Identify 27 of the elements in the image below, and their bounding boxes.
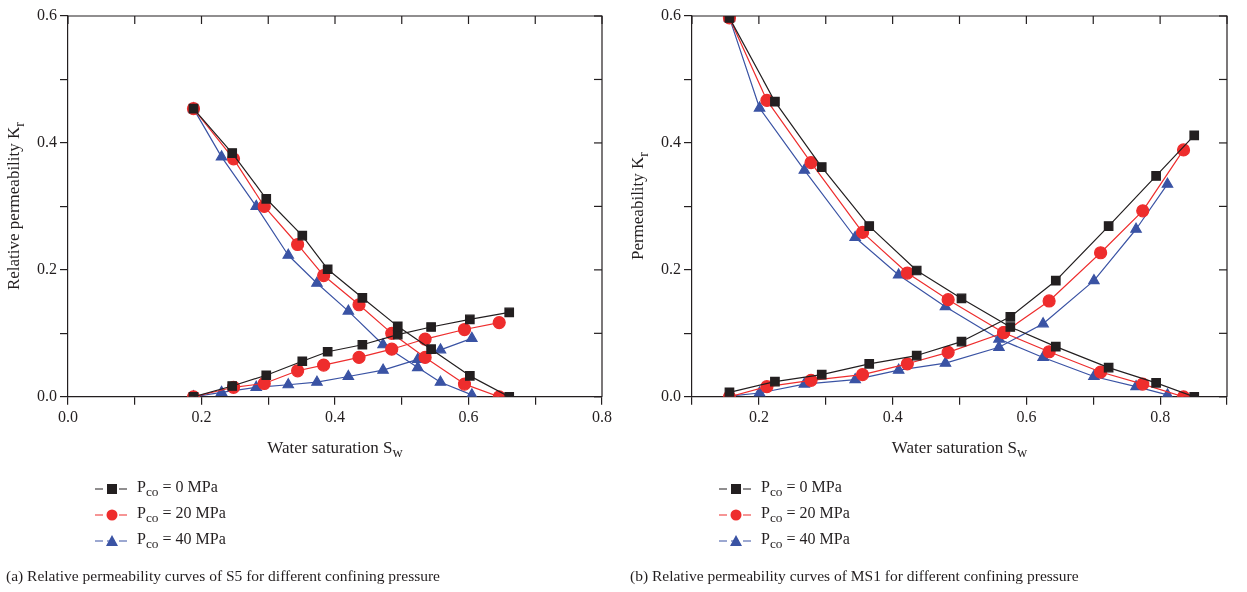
x-tick-label: 0.8 <box>1150 407 1171 425</box>
y-tick-label: 0.6 <box>661 6 681 24</box>
legend-label: P$_{co}$ = 0 MPa <box>761 477 842 501</box>
legend-label: P$_{co}$ = 20 MPa <box>137 503 226 527</box>
y-tick-label: 0.4 <box>37 133 57 151</box>
y-tick-label: 0.2 <box>37 260 57 278</box>
y-tick-label: 0.0 <box>37 387 57 404</box>
y-tick-label: 0.2 <box>661 260 681 278</box>
x-tick-label: 0.0 <box>58 407 78 425</box>
legend-label: P$_{co}$ = 0 MPa <box>137 477 218 501</box>
legend-label: P$_{co}$ = 40 MPa <box>761 529 850 553</box>
x-tick-label: 0.2 <box>191 407 212 425</box>
legend-label: P$_{co}$ = 40 MPa <box>137 529 226 553</box>
x-tick-label: 0.8 <box>592 407 612 425</box>
y-tick-label: 0.0 <box>661 387 681 404</box>
legend-label: P$_{co}$ = 20 MPa <box>761 503 850 527</box>
x-tick-label: 0.2 <box>748 407 769 425</box>
y-tick-label: 0.4 <box>661 133 681 151</box>
y-tick-label: 0.6 <box>37 6 57 24</box>
x-axis-title: Water saturation S$_{w}$ <box>891 438 1028 462</box>
text: (a) Relative permeability curves of S5 for different confining pressure <box>6 567 440 585</box>
x-tick-label: 0.6 <box>1016 407 1037 425</box>
x-axis-title: Water saturation S$_{w}$ <box>267 438 403 462</box>
x-tick-label: 0.4 <box>882 407 903 425</box>
text: (b) Relative permeability curves of MS1 for different confining pressure <box>630 567 1079 585</box>
x-tick-label: 0.6 <box>458 407 479 425</box>
x-tick-label: 0.4 <box>325 407 345 425</box>
